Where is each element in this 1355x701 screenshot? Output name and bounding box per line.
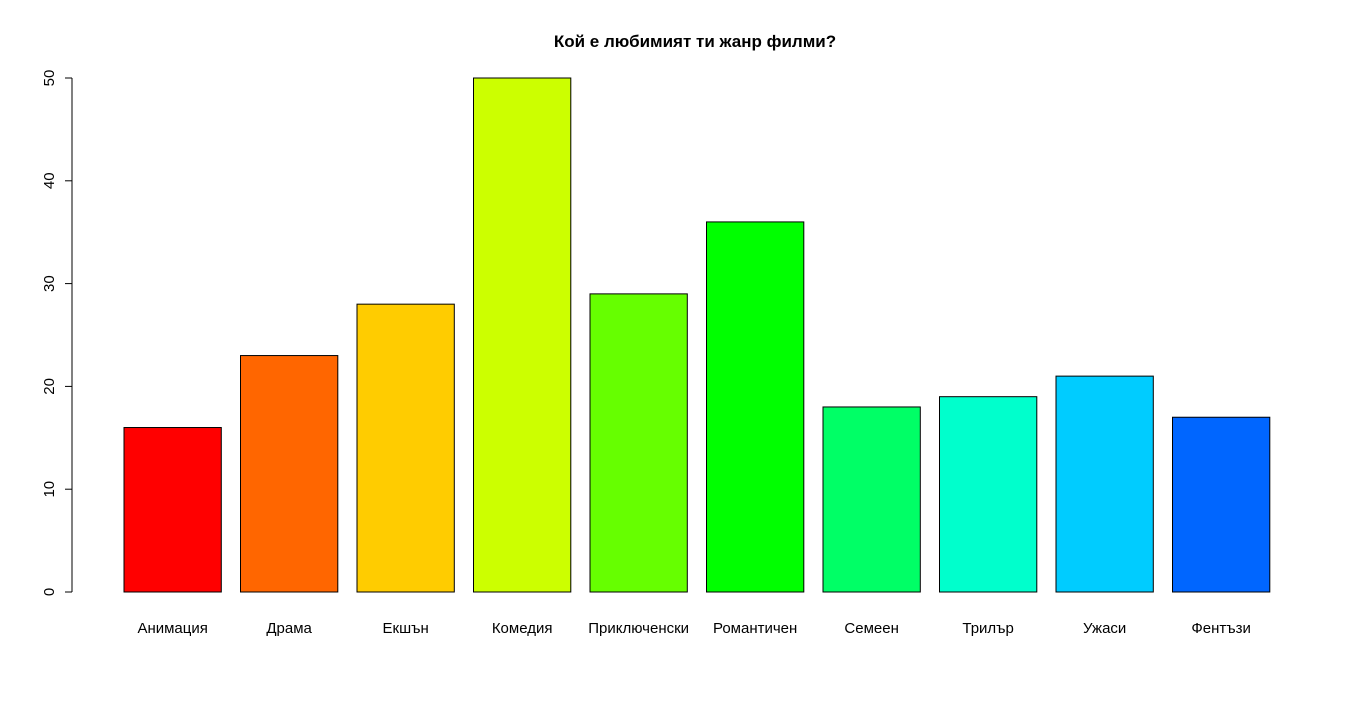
- y-tick-label: 50: [41, 70, 58, 87]
- x-category-label: Приключенски: [588, 620, 689, 637]
- x-category-label: Драма: [266, 620, 312, 637]
- y-tick-label: 20: [41, 378, 58, 395]
- x-category-label: Анимация: [137, 620, 207, 637]
- y-tick-label: 10: [41, 481, 58, 498]
- x-axis-labels: Анимация Драма Екшън Комедия Приключенски Ром…: [137, 620, 1250, 637]
- bar: [1055, 375, 1154, 593]
- x-category-label: Трилър: [962, 620, 1014, 637]
- y-tick-label: 40: [41, 172, 58, 189]
- x-category-label: Романтичен: [713, 620, 797, 637]
- y-axis: 0 10 20 30 40 50: [41, 70, 73, 596]
- bar: [1172, 416, 1271, 593]
- bar: [240, 355, 339, 593]
- y-tick-label: 0: [41, 588, 58, 596]
- bar: [356, 303, 455, 593]
- bar: [473, 77, 572, 593]
- bar: [939, 396, 1038, 593]
- x-category-label: Екшън: [383, 620, 429, 637]
- bars-group: [123, 77, 1271, 593]
- bar: [822, 406, 921, 593]
- chart-title: Кой е любимият ти жанр филми?: [554, 32, 836, 51]
- x-category-label: Комедия: [492, 620, 553, 637]
- x-category-label: Фентъзи: [1191, 620, 1251, 637]
- x-category-label: Ужаси: [1083, 620, 1126, 637]
- bar: [706, 221, 805, 593]
- y-tick-label: 30: [41, 275, 58, 292]
- x-category-label: Семеен: [844, 620, 898, 637]
- bar: [589, 293, 688, 593]
- bar: [123, 427, 222, 593]
